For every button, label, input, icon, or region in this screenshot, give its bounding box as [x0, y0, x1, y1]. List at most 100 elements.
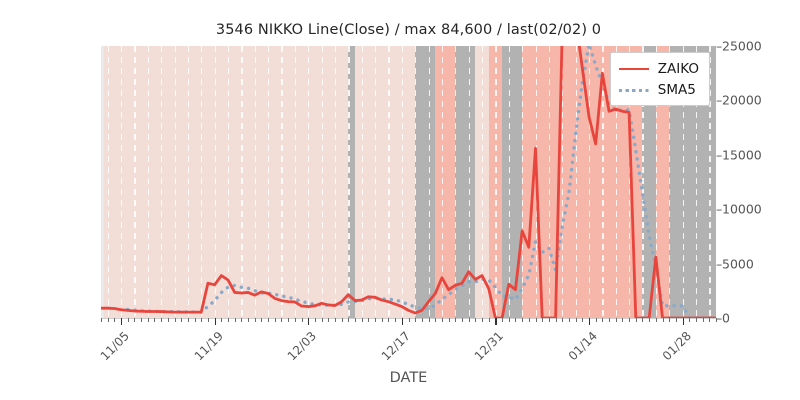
- x-tick-mark: [181, 318, 183, 322]
- x-tick-mark: [127, 318, 129, 322]
- x-tick-mark: [629, 318, 631, 322]
- x-tick-mark: [515, 318, 517, 322]
- x-tick-label: 12/03: [284, 328, 320, 364]
- y-tick-mark: –: [716, 147, 723, 163]
- x-tick-mark: [408, 318, 410, 322]
- x-tick-mark: [669, 318, 671, 322]
- x-tick-label: 12/17: [378, 328, 413, 364]
- x-tick-mark: [649, 318, 651, 322]
- x-tick-mark: [348, 318, 350, 322]
- legend-label-sma5: SMA5: [657, 81, 696, 98]
- y-tick-label: –25000: [716, 39, 762, 54]
- x-tick-mark: [448, 318, 450, 322]
- y-tick-label: –15000: [716, 147, 762, 162]
- x-tick-mark: [602, 318, 604, 322]
- x-tick-mark: [161, 318, 163, 322]
- background-band: [415, 46, 436, 318]
- x-tick-mark: [147, 318, 149, 322]
- x-tick-label: 11/19: [191, 328, 226, 364]
- background-band: [488, 46, 503, 318]
- series-layer: [101, 46, 716, 318]
- y-tick-label: –0: [716, 311, 730, 326]
- y-tick-text: 25000: [722, 38, 762, 54]
- x-tick-mark: [395, 318, 397, 322]
- x-tick-mark: [595, 318, 597, 322]
- x-tick-mark: [689, 318, 691, 322]
- x-tick-mark: [502, 318, 504, 322]
- x-tick-label: 11/05: [97, 328, 133, 364]
- x-tick-mark: [321, 318, 323, 322]
- y-axis-tick-labels: –0 –5000 –10000 –15000 –20000 –25000: [716, 39, 796, 326]
- x-tick-mark: [548, 318, 550, 322]
- x-tick-mark: [141, 318, 143, 322]
- x-tick-mark: [187, 318, 189, 322]
- x-tick-mark: [535, 318, 537, 322]
- x-tick-mark: [642, 318, 644, 322]
- x-tick-mark: [508, 318, 510, 322]
- x-tick-label: 12/31: [472, 328, 507, 364]
- x-tick-mark: [542, 318, 544, 322]
- x-tick-mark: [194, 318, 196, 322]
- x-tick-mark: [435, 318, 437, 322]
- legend: ZAIKO SMA5: [609, 52, 710, 106]
- x-tick-mark: [455, 318, 457, 322]
- background-band: [475, 46, 489, 318]
- x-tick-mark: [294, 318, 296, 322]
- x-tick-mark: [375, 318, 377, 322]
- x-tick-mark: [254, 318, 256, 322]
- chart-title: 3546 NIKKO Line(Close) / max 84,600 / la…: [215, 22, 602, 38]
- x-tick-mark: [716, 318, 717, 322]
- x-tick-mark: [361, 318, 363, 322]
- x-tick-mark: [609, 318, 611, 322]
- x-tick-mark: [368, 318, 370, 322]
- x-tick-mark: [662, 318, 664, 322]
- x-tick-mark: [174, 318, 176, 322]
- background-band: [502, 46, 523, 318]
- legend-item-sma5[interactable]: SMA5: [618, 80, 699, 99]
- x-tick-mark: [134, 318, 136, 322]
- x-tick-mark: [495, 318, 497, 325]
- x-tick-mark: [482, 318, 484, 322]
- y-tick-text: 5000: [722, 256, 754, 272]
- x-tick-mark: [635, 318, 637, 322]
- background-band: [642, 46, 656, 318]
- x-tick-mark: [234, 318, 236, 322]
- x-axis-label: DATE: [389, 370, 428, 386]
- y-tick-text: 15000: [722, 147, 762, 163]
- x-tick-mark: [214, 318, 216, 325]
- plot-area: ZAIKO SMA5: [101, 46, 716, 318]
- x-tick-mark: [388, 318, 390, 322]
- x-tick-mark: [328, 318, 330, 322]
- legend-item-zaiko[interactable]: ZAIKO: [618, 59, 699, 78]
- background-band: [348, 46, 355, 318]
- x-tick-mark: [248, 318, 250, 322]
- x-tick-mark: [468, 318, 470, 322]
- x-tick-mark: [588, 318, 591, 325]
- x-tick-mark: [709, 318, 711, 322]
- x-tick-mark: [274, 318, 276, 322]
- x-tick-mark: [695, 318, 697, 322]
- y-tick-mark: –: [716, 310, 723, 326]
- background-band: [101, 46, 105, 318]
- x-tick-mark: [682, 318, 684, 325]
- x-tick-mark: [314, 318, 316, 322]
- x-tick-mark: [655, 318, 657, 322]
- background-band: [455, 46, 476, 318]
- x-tick-mark: [562, 318, 564, 322]
- x-tick-mark: [675, 318, 677, 322]
- x-tick-mark: [241, 318, 243, 322]
- y-tick-label: –20000: [716, 93, 762, 108]
- x-tick-label: 01/14: [565, 328, 601, 364]
- x-tick-mark: [615, 318, 617, 322]
- x-tick-mark: [301, 318, 303, 322]
- x-tick-mark: [428, 318, 430, 322]
- x-tick-mark: [401, 318, 403, 325]
- x-tick-mark: [522, 318, 524, 322]
- background-band: [104, 46, 349, 318]
- x-axis-tick-labels: 11/05 11/19 12/03 12/17 12/31 01/14 01/28: [98, 318, 716, 374]
- background-band: [435, 46, 456, 318]
- x-tick-mark: [308, 318, 310, 325]
- legend-swatch-solid-icon: [618, 63, 649, 75]
- x-tick-mark: [341, 318, 343, 322]
